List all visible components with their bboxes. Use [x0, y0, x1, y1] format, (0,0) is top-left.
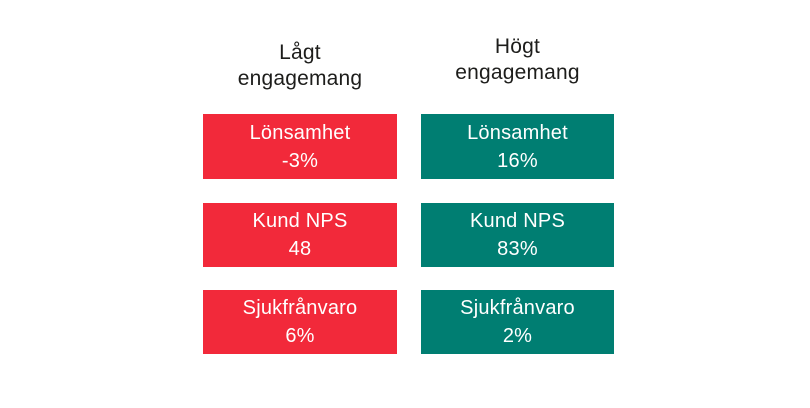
metric-box-high-kund-nps: Kund NPS 83%	[421, 203, 614, 267]
metric-value: 48	[288, 238, 312, 260]
metric-label: Lönsamhet	[249, 121, 351, 144]
metric-box-low-lonsamhet: Lönsamhet -3%	[203, 114, 397, 179]
metric-box-high-sjukfranvaro: Sjukfrånvaro 2%	[421, 290, 614, 354]
metric-label: Lönsamhet	[467, 121, 568, 144]
metric-label: Kund NPS	[252, 210, 348, 232]
metric-box-low-sjukfranvaro: Sjukfrånvaro 6%	[203, 290, 397, 354]
column-header-low-engagement-label: Lågt engagemang	[237, 41, 363, 90]
column-header-low-engagement: Lågt engagemang	[203, 40, 397, 92]
metric-value: 83%	[497, 238, 538, 260]
column-header-high-engagement-label: Högt engagemang	[455, 35, 580, 84]
metric-value: -3%	[281, 149, 319, 172]
metric-box-low-kund-nps: Kund NPS 48	[203, 203, 397, 267]
metric-box-high-lonsamhet: Lönsamhet 16%	[421, 114, 614, 179]
metric-value: 6%	[285, 325, 315, 347]
metric-label: Kund NPS	[470, 210, 565, 232]
metric-value: 2%	[502, 325, 533, 347]
metric-label: Sjukfrånvaro	[242, 297, 358, 319]
metric-value: 16%	[497, 149, 538, 172]
column-header-high-engagement: Högt engagemang	[421, 34, 614, 86]
metric-label: Sjukfrånvaro	[460, 297, 575, 319]
